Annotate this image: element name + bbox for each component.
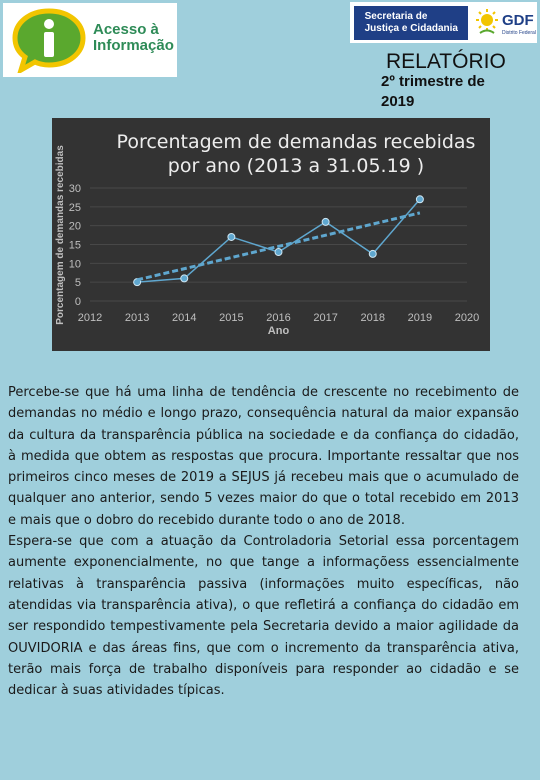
x-tick-label: 2013 [125, 312, 149, 324]
y-tick-label: 0 [75, 296, 81, 308]
gov-logo: Secretaria de Justiça e Cidadania GDF Di… [350, 2, 537, 43]
chart-title-line: Porcentagem de demandas recebidas [117, 131, 476, 153]
y-axis-label: Porcentagem de demandas recebidas [55, 145, 66, 325]
x-tick-label: 2016 [266, 312, 290, 324]
y-tick-label: 15 [69, 240, 81, 252]
x-tick-label: 2014 [172, 312, 196, 324]
y-tick-label: 25 [69, 202, 81, 214]
data-point [368, 249, 377, 258]
gdf-wordmark: GDF [502, 12, 534, 29]
report-subtitle: 2º trimestre de 2019 [381, 73, 485, 110]
x-tick-label: 2019 [408, 312, 432, 324]
gdf-sun-icon [476, 9, 498, 34]
body-text: Percebe-se que há uma linha de tendência… [8, 382, 519, 701]
x-tick-label: 2020 [455, 312, 479, 324]
info-balloon-icon [12, 8, 86, 73]
x-axis-label: Ano [268, 325, 290, 337]
paragraph-2: Espera-se que com a atuação da Controlad… [8, 534, 519, 699]
secretaria-badge: Secretaria de Justiça e Cidadania [354, 6, 468, 40]
series-line [137, 198, 421, 283]
acesso-informacao-logo: Acesso à Informação [3, 3, 177, 77]
data-point [415, 195, 424, 204]
x-tick-label: 2018 [361, 312, 385, 324]
paragraph-1: Percebe-se que há uma linha de tendência… [8, 385, 519, 528]
secretaria-line-2: Justiça e Cidadania [364, 23, 458, 34]
gdf-subtitle: Distrito Federal [502, 30, 536, 36]
chart-title-line: por ano (2013 a 31.05.19 ) [168, 155, 424, 177]
y-tick-label: 20 [69, 221, 81, 233]
data-point [274, 248, 283, 257]
x-tick-label: 2017 [313, 312, 337, 324]
logo-line-1: Acesso à [93, 21, 159, 38]
x-tick-label: 2015 [219, 312, 243, 324]
logo-text: Acesso à Informação [93, 22, 177, 54]
y-tick-label: 5 [75, 277, 81, 289]
y-tick-label: 30 [69, 183, 81, 195]
data-point [180, 274, 189, 283]
logo-line-2: Informação [93, 37, 174, 54]
chart-panel: 0 5 10 15 20 25 30 2012 2013 2014 2015 2016 2017 2018… [52, 118, 490, 351]
secretaria-line-1: Secretaria de [364, 11, 428, 22]
report-title: RELATÓRIO [386, 50, 506, 73]
x-tick-label: 2012 [78, 312, 102, 324]
data-point [321, 217, 330, 226]
y-tick-label: 10 [69, 258, 81, 270]
line-chart: 0 5 10 15 20 25 30 2012 2013 2014 2015 2016 2017 2018… [55, 131, 479, 337]
trendline [136, 211, 421, 282]
data-point [227, 232, 236, 241]
